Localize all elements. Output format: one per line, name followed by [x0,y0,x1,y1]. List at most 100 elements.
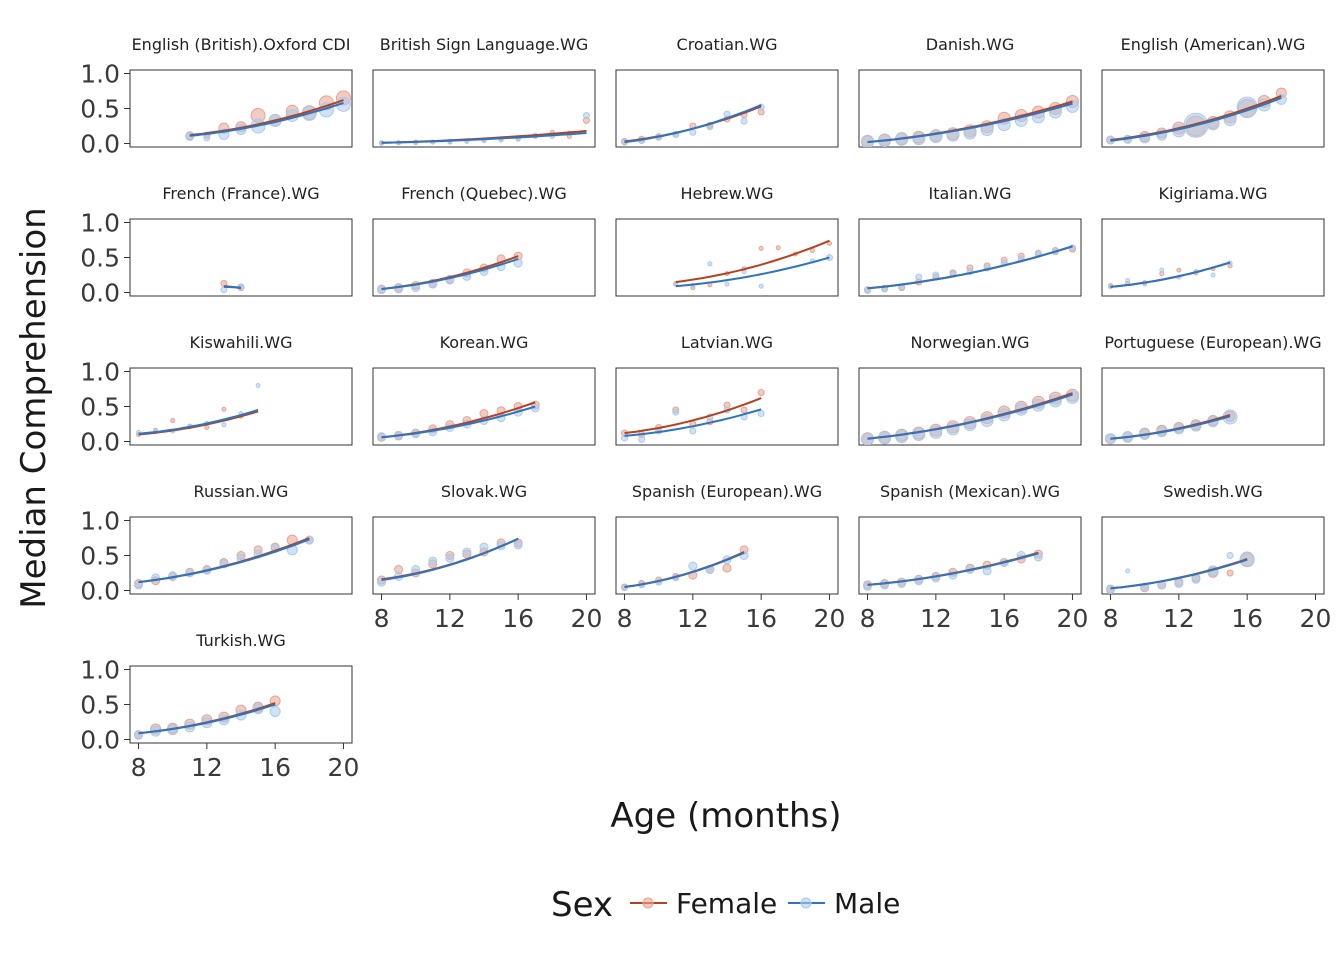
male-point [1106,585,1116,594]
male-point [688,561,698,571]
x-tick-label: 12 [920,604,952,633]
y-tick-label: 0.5 [80,244,120,273]
y-tick-label: 1.0 [80,209,120,238]
x-tick-label: 8 [1103,604,1119,633]
x-tick-label: 8 [860,604,876,633]
male-fit-line [1110,97,1282,142]
male-point [445,553,455,563]
x-tick-label: 16 [259,753,291,782]
male-point [740,117,748,125]
male-point [269,706,281,717]
facet-panel: Swedish.WG 8 12 16 20 [1101,482,1332,633]
panel-border [129,665,353,744]
male-point [377,285,387,295]
facet-title: English (British).Oxford CDI [132,35,351,54]
facet-panel: Spanish (European).WG 8 12 16 20 [615,482,846,633]
panel-data [621,389,765,443]
facet-title: Turkish.WG [195,631,286,650]
facet-panel: Kiswahili.WG 0.0 0.5 1.0 [80,333,353,457]
facet-panels: English (British).Oxford CDI 0.0 0.5 1.0 Bri… [80,35,1331,782]
male-point [1210,272,1216,278]
panel-border [1101,69,1325,148]
panel-border [615,367,839,446]
x-tick-label: 20 [1057,604,1089,633]
facet-title: Korean.WG [440,333,529,352]
male-fit-line [381,537,519,581]
male-fit-line [1110,261,1231,288]
facet-title: French (France).WG [162,184,319,203]
facet-title: French (Quebec).WG [401,184,566,203]
male-fit-line [675,256,830,288]
facet-panel: Spanish (Mexican).WG 8 12 16 20 [858,482,1089,633]
x-tick-label: 12 [1163,604,1195,633]
panel-data [220,279,245,294]
y-tick-label: 0.0 [80,130,120,159]
legend-key-point [642,897,654,909]
y-tick-label: 0.5 [80,393,120,422]
panel-border [615,218,839,297]
panel-data [863,549,1043,591]
female-fit-line [675,239,830,283]
panel-data [1106,551,1255,594]
y-tick-label: 1.0 [80,656,120,685]
x-tick-label: 20 [328,753,360,782]
panel-border [372,367,596,446]
x-tick-label: 12 [677,604,709,633]
male-point [758,283,764,289]
y-tick-label: 1.0 [80,60,120,89]
panel-data [861,95,1079,147]
panel-border [1101,367,1325,446]
legend-title: Sex [551,885,613,925]
panel-data [379,112,590,146]
male-fit-line [189,101,344,137]
male-point [1174,579,1184,588]
facet-panel: Latvian.WG [615,333,839,446]
facet-panel: French (France).WG 0.0 0.5 1.0 [80,184,353,308]
facet-title: Spanish (European).WG [632,482,822,501]
y-tick-label: 0.0 [80,428,120,457]
facet-title: Swedish.WG [1163,482,1262,501]
facet-panel: English (American).WG [1101,35,1325,148]
male-point [221,422,227,428]
x-tick-label: 16 [1231,604,1263,633]
facet-panel: Norwegian.WG [858,333,1082,446]
male-point [861,432,875,445]
facet-panel: English (British).Oxford CDI 0.0 0.5 1.0 [80,35,353,159]
panel-data [1105,409,1238,445]
legend-key-point [800,897,812,909]
male-point [915,273,923,281]
y-tick-label: 0.5 [80,542,120,571]
panel-border [372,69,596,148]
male-fit-line [138,409,259,435]
x-tick-label: 20 [1300,604,1332,633]
male-point [1226,552,1234,559]
male-point [582,112,590,119]
female-point [1176,267,1182,273]
y-tick-label: 1.0 [80,358,120,387]
legend-label: Male [834,887,900,920]
female-point [758,245,764,251]
male-fit-line [867,245,1073,290]
legend-label: Female [676,887,777,920]
facet-title: Croatian.WG [677,35,778,54]
x-tick-label: 16 [745,604,777,633]
male-point [134,580,144,590]
female-point [1226,569,1234,577]
x-tick-label: 20 [571,604,603,633]
male-point [1125,278,1131,284]
male-point [672,408,680,416]
facet-panel: Kigiriama.WG [1101,184,1325,297]
x-tick-label: 12 [434,604,466,633]
female-point [221,406,227,412]
x-tick-label: 8 [374,604,390,633]
female-point [757,389,765,396]
x-tick-label: 20 [814,604,846,633]
panel-data [1106,87,1287,145]
male-point [1125,568,1131,574]
y-tick-label: 1.0 [80,507,120,536]
panel-data [673,239,833,291]
panel-data [377,400,540,442]
panel-data [377,251,523,295]
male-fit-line [624,551,745,588]
male-point [723,110,731,118]
